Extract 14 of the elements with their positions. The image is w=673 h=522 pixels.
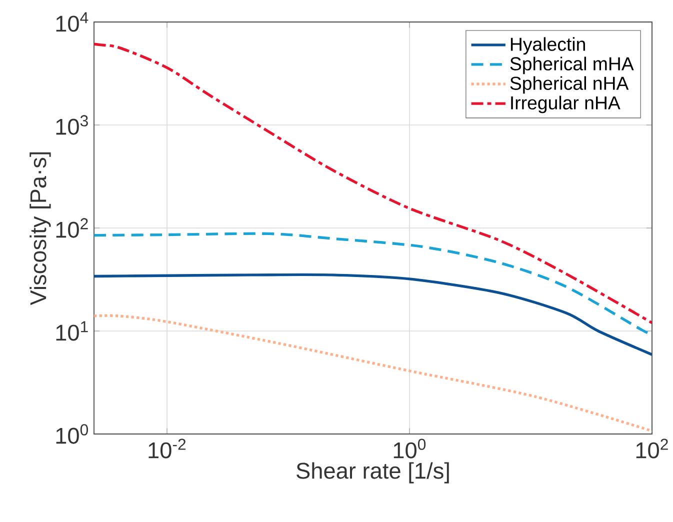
y-axis-title: Viscosity [Pa·s] [30, 152, 51, 306]
y-tick-label: 10$^{1}$ [56, 321, 88, 341]
legend-label: Hyalectin [510, 37, 585, 55]
y-tick-label: 10$^{0}$ [56, 424, 88, 444]
x-tick-label: 10$^{-2}$ [148, 438, 186, 458]
legend-label: Spherical nHA [510, 76, 629, 94]
x-tick-label: 10$^{2}$ [636, 438, 668, 458]
y-tick-label: 10$^{4}$ [56, 12, 88, 32]
y-tick-label: 10$^{3}$ [56, 115, 88, 135]
x-tick-label: 10$^{0}$ [394, 438, 426, 458]
x-axis-title: Shear rate [1/s] [296, 462, 449, 484]
legend-label: Spherical mHA [510, 56, 634, 74]
y-tick-label: 10$^{2}$ [56, 218, 88, 238]
legend-label: Irregular nHA [511, 96, 620, 114]
